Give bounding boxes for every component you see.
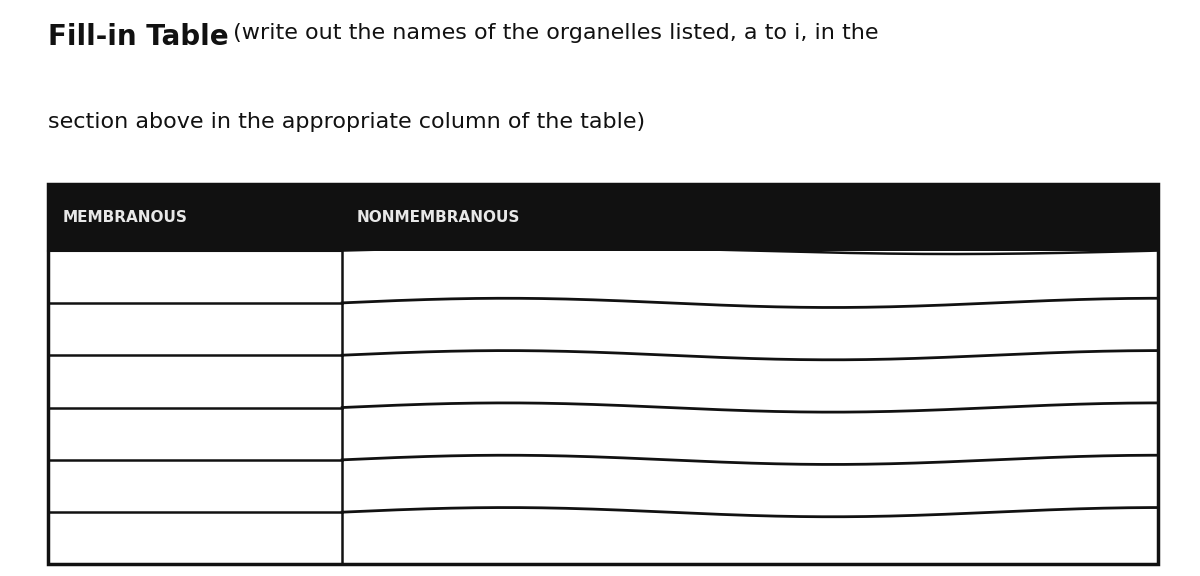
- Bar: [48, 184, 1158, 564]
- Text: section above in the appropriate column of the table): section above in the appropriate column …: [48, 112, 646, 132]
- Bar: [48, 184, 1158, 251]
- Text: (write out the names of the organelles listed, a to i, in the: (write out the names of the organelles l…: [226, 23, 878, 43]
- Text: NONMEMBRANOUS: NONMEMBRANOUS: [356, 210, 520, 225]
- Bar: [48, 184, 1158, 564]
- Text: Fill-in Table: Fill-in Table: [48, 23, 229, 51]
- Text: MEMBRANOUS: MEMBRANOUS: [62, 210, 187, 225]
